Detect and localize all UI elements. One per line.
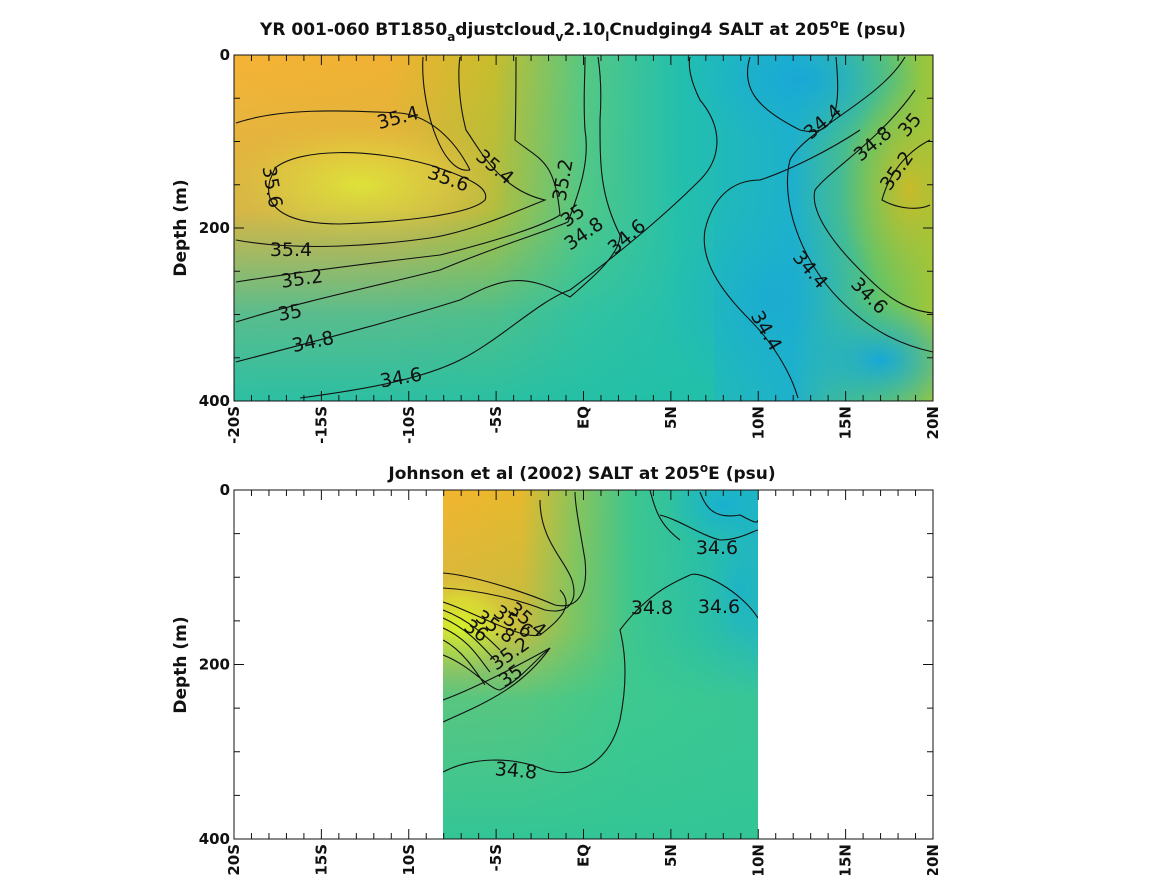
contour-line <box>759 129 861 181</box>
contour-line <box>746 56 839 133</box>
x-tick-label: -15S <box>312 406 330 444</box>
top-contours <box>235 56 933 399</box>
contour-label: 34.8 <box>631 597 673 619</box>
top-y-axis-label: Depth (m) <box>171 179 191 276</box>
top-title-seg: Cnudging4 SALT at 205 <box>609 20 830 40</box>
top-title-seg: djustcloud <box>455 20 555 40</box>
x-tick-label: -5S <box>487 406 505 433</box>
contour-label: 34.8 <box>494 758 538 784</box>
top-panel: YR 001-060 BT1850adjustcloudv2.10lCnudgi… <box>171 17 942 444</box>
contour-line <box>443 647 551 691</box>
contour-label: 35 <box>276 300 304 326</box>
x-tick-label: 20N <box>924 844 942 875</box>
top-title-seg: a <box>447 30 455 44</box>
top-title-seg: o <box>830 17 838 31</box>
contour-line <box>235 56 587 323</box>
bottom-y-axis-label: Depth (m) <box>171 616 191 713</box>
x-tick-label: 20N <box>924 406 942 439</box>
contour-line <box>422 56 471 171</box>
contour-line <box>703 179 799 399</box>
x-tick-label: 10N <box>749 406 767 439</box>
y-tick-label: 400 <box>199 392 230 410</box>
x-tick-label: -5S <box>487 844 505 871</box>
x-tick-label: 5N <box>662 406 680 429</box>
contour-line <box>699 491 758 523</box>
y-tick-label: 0 <box>220 46 230 64</box>
bottom-panel: Johnson et al (2002) SALT at 205oE (psu) <box>171 461 942 875</box>
contour-line <box>443 499 575 612</box>
contour-line <box>443 627 491 673</box>
top-title-seg: 2.10 <box>563 20 605 40</box>
x-tick-label: 15N <box>837 406 855 439</box>
top-title-seg: v <box>556 30 564 44</box>
contour-label: 34.6 <box>696 537 738 559</box>
bottom-title-seg: o <box>700 461 708 475</box>
bottom-contours <box>443 490 758 774</box>
contour-line <box>235 56 621 363</box>
x-tick-label: 5N <box>662 844 680 867</box>
contour-line <box>443 574 691 774</box>
contour-line <box>813 89 933 314</box>
contour-line <box>235 110 471 171</box>
contour-line <box>235 56 547 248</box>
bottom-minor-ticks <box>233 489 934 840</box>
y-tick-label: 200 <box>199 219 230 237</box>
top-x-tick-labels: -20S -15S -10S -5S EQ 5N 10N 15N 20N <box>225 406 942 444</box>
bottom-title: Johnson et al (2002) SALT at 205oE (psu) <box>387 461 775 484</box>
y-tick-label: 0 <box>220 481 230 499</box>
contour-line <box>443 639 486 686</box>
x-tick-label: -10S <box>400 844 418 875</box>
bottom-title-seg: Johnson et al (2002) SALT at 205 <box>387 464 700 484</box>
contour-line <box>443 617 496 661</box>
contour-line <box>443 609 501 651</box>
top-salinity-field <box>234 55 933 401</box>
contour-label: 34.6 <box>698 596 740 618</box>
bottom-title-seg: E (psu) <box>708 464 775 484</box>
top-y-tick-labels: 0 200 400 <box>199 46 230 410</box>
contour-line <box>881 139 931 209</box>
x-tick-label: -15S <box>312 844 330 875</box>
y-tick-label: 200 <box>199 656 230 674</box>
contour-line <box>268 152 487 225</box>
contour-label: 35.4 <box>270 239 312 261</box>
bottom-salinity-field <box>443 490 758 839</box>
contour-line <box>299 56 718 399</box>
top-title-seg: YR 001-060 BT1850 <box>259 20 447 40</box>
contour-line <box>659 514 758 541</box>
top-title: YR 001-060 BT1850adjustcloudv2.10lCnudgi… <box>259 17 906 44</box>
top-minor-ticks <box>233 54 934 402</box>
x-tick-label: 15N <box>837 844 855 875</box>
x-tick-label: 10N <box>749 844 767 875</box>
x-tick-label: -10S <box>400 406 418 444</box>
x-tick-label: EQ <box>575 844 593 867</box>
contour-line <box>443 647 551 723</box>
top-title-seg: l <box>605 30 609 44</box>
x-tick-label: -20S <box>225 406 243 444</box>
contour-line <box>649 490 681 541</box>
x-tick-label: -20S <box>225 844 243 875</box>
y-tick-label: 400 <box>199 830 230 848</box>
top-title-seg: E (psu) <box>838 20 905 40</box>
bottom-x-tick-labels: -20S -15S -10S -5S EQ 5N 10N 15N 20N <box>225 844 942 875</box>
contour-line <box>443 647 551 701</box>
bottom-y-tick-labels: 0 200 400 <box>199 481 230 848</box>
contour-line <box>689 573 758 619</box>
bottom-axes: -20S -15S -10S -5S EQ 5N 10N 15N 20N 0 200 400 Dep… <box>171 481 942 875</box>
x-tick-label: EQ <box>575 406 593 429</box>
contour-line <box>786 56 933 353</box>
contour-line <box>235 56 561 283</box>
top-axes: -20S -15S -10S -5S EQ 5N 10N 15N 20N 0 200 400 Dep… <box>171 46 942 444</box>
contour-line <box>443 491 587 607</box>
